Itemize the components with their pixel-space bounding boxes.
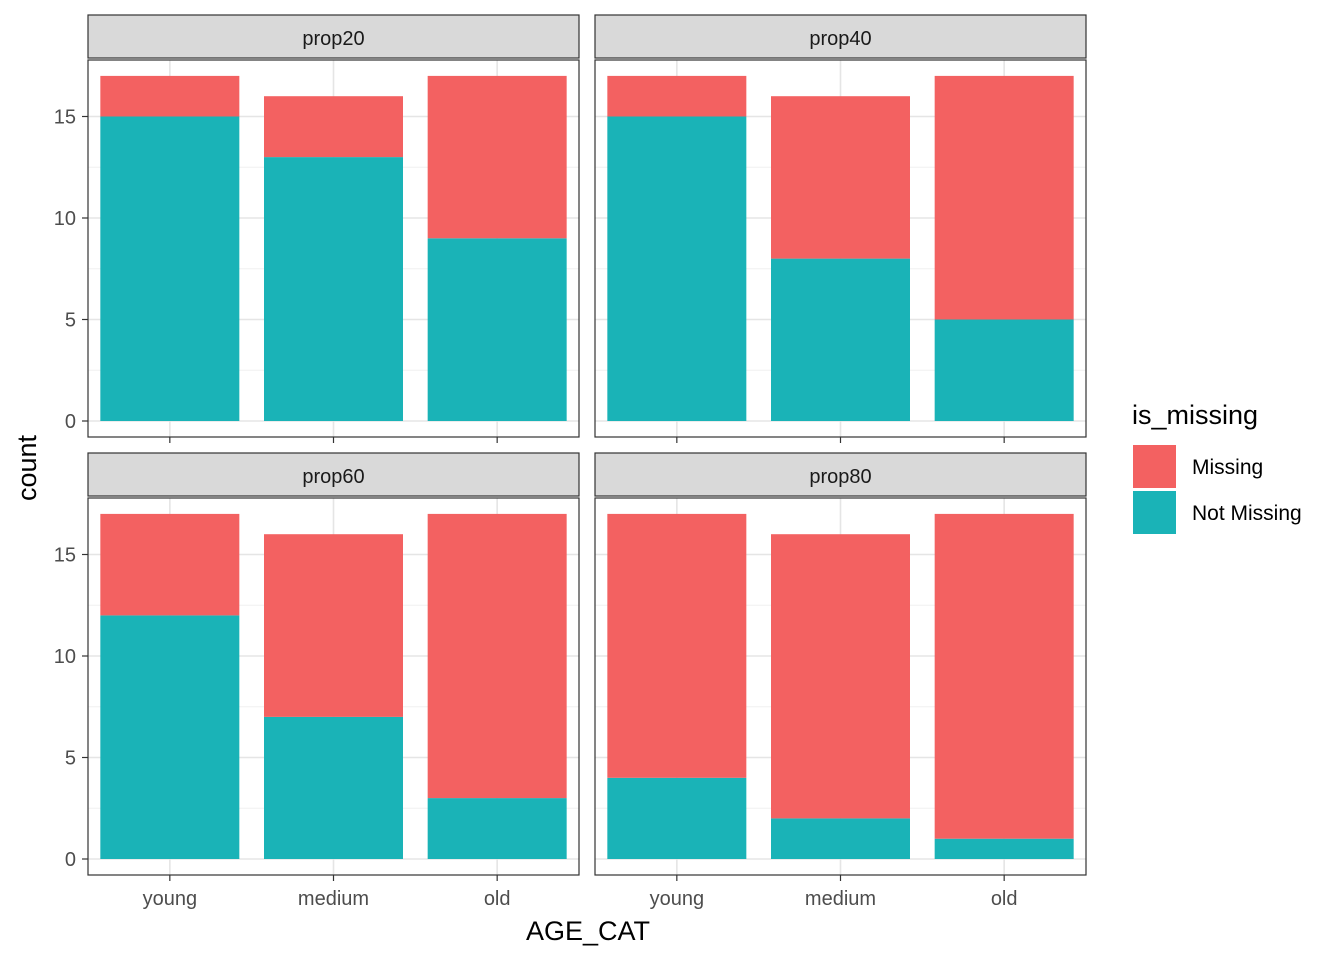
facet-strip-label: prop20 bbox=[302, 28, 364, 50]
y-tick-label: 15 bbox=[54, 107, 76, 129]
bar-prop80-medium-missing bbox=[771, 534, 910, 819]
facet-strip bbox=[87, 14, 580, 59]
bar-prop60-medium-not-missing bbox=[264, 716, 403, 859]
x-axis-title: AGE_CAT bbox=[526, 916, 650, 946]
x-tick-label: young bbox=[650, 888, 705, 910]
bar-prop60-young-missing bbox=[100, 513, 240, 616]
facet-strip bbox=[87, 452, 580, 497]
bar-prop20-young-not-missing bbox=[100, 116, 240, 421]
bar-prop60-old-missing bbox=[427, 513, 567, 799]
x-tick-label: old bbox=[484, 888, 511, 910]
bar-prop60-medium-missing bbox=[264, 534, 403, 717]
y-tick-label: 15 bbox=[54, 545, 76, 567]
bar-prop80-young-not-missing bbox=[607, 777, 747, 859]
facet-panel-prop80: prop80 young medium old bbox=[594, 452, 1087, 910]
x-tick-label: medium bbox=[805, 888, 876, 910]
x-tick-label: old bbox=[991, 888, 1018, 910]
bar-prop80-young-missing bbox=[607, 513, 747, 778]
legend-title: is_missing bbox=[1132, 400, 1258, 430]
facet-strip-label: prop80 bbox=[809, 466, 871, 488]
facet-panel-prop40: prop40 bbox=[594, 14, 1087, 443]
legend: is_missing Missing Not Missing bbox=[1132, 400, 1302, 534]
legend-label: Not Missing bbox=[1192, 502, 1302, 525]
facet-strip bbox=[594, 452, 1087, 497]
facet-panel-prop20: prop20 0 5 10 15 bbox=[54, 14, 580, 443]
bar-prop80-medium-not-missing bbox=[771, 818, 910, 859]
bar-prop20-medium-not-missing bbox=[264, 157, 403, 421]
bar-prop40-young-missing bbox=[607, 75, 747, 117]
bar-prop60-young-not-missing bbox=[100, 615, 240, 859]
bar-prop40-young-not-missing bbox=[607, 116, 747, 421]
bar-prop20-old-not-missing bbox=[427, 238, 567, 421]
bar-prop80-old-missing bbox=[934, 513, 1074, 839]
x-tick-label: medium bbox=[298, 888, 369, 910]
bar-prop40-medium-not-missing bbox=[771, 258, 910, 421]
legend-key-not-missing bbox=[1133, 491, 1176, 534]
y-tick-label: 5 bbox=[65, 310, 76, 332]
y-tick-label: 5 bbox=[65, 748, 76, 770]
bar-prop60-old-not-missing bbox=[427, 798, 567, 859]
bar-prop20-medium-missing bbox=[264, 96, 403, 158]
y-tick-label: 0 bbox=[65, 411, 76, 433]
y-axis-title: count bbox=[12, 434, 42, 501]
y-tick-label: 10 bbox=[54, 646, 76, 668]
legend-key-missing bbox=[1133, 445, 1176, 488]
y-tick-label: 10 bbox=[54, 208, 76, 230]
facet-strip bbox=[594, 14, 1087, 59]
bar-prop80-old-not-missing bbox=[934, 838, 1074, 859]
x-tick-label: young bbox=[143, 888, 198, 910]
bar-prop40-medium-missing bbox=[771, 96, 910, 259]
y-tick-label: 0 bbox=[65, 849, 76, 871]
bar-prop40-old-not-missing bbox=[934, 319, 1074, 421]
bar-prop20-old-missing bbox=[427, 75, 567, 239]
facet-strip-label: prop60 bbox=[302, 466, 364, 488]
bar-prop20-young-missing bbox=[100, 75, 240, 117]
bar-prop40-old-missing bbox=[934, 75, 1074, 320]
legend-label: Missing bbox=[1192, 456, 1263, 479]
facet-strip-label: prop40 bbox=[809, 28, 871, 50]
facet-panel-prop60: prop60 0 5 10 15 young medium old bbox=[54, 452, 580, 910]
